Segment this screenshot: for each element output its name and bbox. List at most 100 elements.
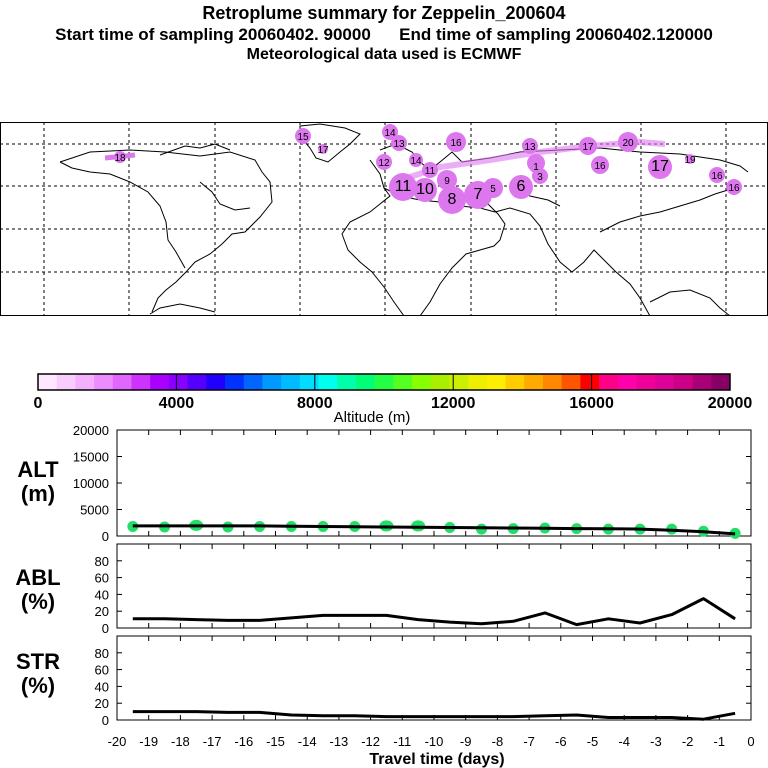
colorbar-cell — [468, 374, 488, 390]
sampling-time-subtitle: Start time of sampling 20060402. 90000 E… — [55, 25, 713, 44]
x-tick-label: -2 — [682, 734, 694, 749]
x-tick-label: -7 — [523, 734, 535, 749]
colorbar-cell — [281, 374, 301, 390]
alt-label-line1: ALT — [17, 457, 59, 482]
colorbar-axis-label: Altitude (m) — [334, 409, 411, 426]
x-tick-label: -9 — [460, 734, 472, 749]
plume-marker — [726, 179, 742, 195]
colorbar-cell — [636, 374, 656, 390]
plume-marker — [685, 154, 695, 164]
plume-marker-label: 11 — [425, 166, 436, 177]
plume-marker-label: 16 — [594, 161, 606, 172]
colorbar-cell — [505, 374, 525, 390]
plume-marker — [413, 178, 437, 202]
colorbar-cell — [524, 374, 544, 390]
plume-marker — [295, 128, 311, 144]
y-tick-label: 20000 — [73, 423, 109, 438]
plume-marker — [648, 155, 672, 179]
abl-panel-frame — [116, 543, 752, 629]
x-tick-label: -17 — [203, 734, 222, 749]
y-tick-label: 20 — [95, 696, 109, 711]
x-axis-label: Travel time (days) — [369, 751, 504, 768]
plume-marker-label: 3 — [537, 172, 543, 183]
plume-marker-label: 14 — [384, 128, 396, 139]
plume-marker-label: 16 — [728, 183, 740, 194]
plume-marker — [114, 151, 126, 163]
plume-marker — [409, 153, 423, 167]
plume-marker-label: 16 — [711, 171, 723, 182]
plume-marker — [483, 178, 503, 198]
plume-marker — [579, 137, 597, 155]
alt-point — [729, 527, 741, 539]
str-label-line2: (%) — [20, 673, 56, 698]
colorbar-cell — [692, 374, 712, 390]
colorbar-cell — [206, 374, 226, 390]
alt-label-line2: (m) — [20, 481, 56, 506]
x-tick-label: -10 — [425, 734, 444, 749]
plume-marker-label: 7 — [474, 186, 483, 203]
colorbar-tick-label: 4000 — [159, 395, 195, 412]
y-tick-label: 20 — [95, 604, 109, 619]
y-tick-label: 80 — [95, 646, 109, 661]
colorbar-cell — [75, 374, 95, 390]
plume-marker — [522, 138, 538, 154]
plume-marker — [446, 132, 466, 152]
colorbar-cell — [56, 374, 76, 390]
y-tick-label: 40 — [95, 587, 109, 602]
plume-marker-label: 9 — [444, 176, 450, 187]
str-panel-label: STR (%) — [8, 650, 68, 698]
y-tick-label: 0 — [102, 713, 109, 728]
plume-marker-label: 11 — [395, 178, 412, 195]
alt-series — [127, 519, 741, 539]
x-tick-label: -12 — [361, 734, 380, 749]
plume-marker-label: 19 — [684, 155, 696, 166]
plume-marker-label: 13 — [524, 142, 536, 153]
plume-marker-label: 1 — [533, 162, 539, 173]
plume-marker — [389, 173, 417, 201]
x-tick-label: -8 — [492, 734, 504, 749]
colorbar-tick-label: 20000 — [708, 395, 753, 412]
plume-marker-label: 8 — [448, 191, 457, 208]
colorbar-cell — [299, 374, 320, 390]
x-tick-label: -6 — [555, 734, 567, 749]
plume-marker-label: 17 — [582, 142, 594, 153]
plume-marker-label: 12 — [378, 158, 390, 169]
colorbar-cell — [112, 374, 133, 390]
colorbar-cell — [599, 374, 619, 390]
colorbar-cell — [262, 374, 282, 390]
y-tick-label: 0 — [102, 529, 109, 544]
x-tick-label: 0 — [747, 734, 754, 749]
colorbar-cell — [187, 374, 207, 390]
colorbar-cell — [617, 374, 637, 390]
colorbar-cell — [225, 374, 245, 390]
plume-marker — [438, 186, 466, 214]
colorbar-cell — [337, 374, 357, 390]
abl-label-line2: (%) — [20, 589, 56, 614]
colorbar-cell — [711, 374, 731, 390]
chart-title: Retroplume summary for Zeppelin_200604 — [202, 3, 566, 23]
abl-panel-label: ABL (%) — [8, 566, 68, 614]
x-axis-ticks: -20 -19 -18 -17 -16 -15 -14 -13 -12 -11 -10 -9 -8 -7-… — [108, 734, 755, 749]
colorbar-cell — [150, 374, 170, 390]
colorbar-tick-label: 8000 — [297, 395, 333, 412]
plume-marker — [591, 156, 609, 174]
y-tick-label: 10000 — [73, 476, 109, 491]
colorbar-cell — [374, 374, 394, 390]
plume-marker — [382, 124, 398, 140]
colorbar-cell — [449, 374, 469, 390]
y-tick-label: 0 — [102, 621, 109, 636]
colorbar-cell — [412, 374, 432, 390]
plume-marker — [318, 144, 328, 154]
colorbar-cell — [542, 374, 563, 390]
plume-marker-label: 14 — [410, 156, 422, 167]
plume-marker-label: 17 — [651, 158, 669, 175]
colorbar-cell — [486, 374, 507, 390]
str-panel-frame — [116, 635, 752, 721]
x-tick-label: -1 — [714, 734, 726, 749]
plume-marker-label: 15 — [297, 132, 309, 143]
plume-marker-label: 13 — [393, 139, 405, 150]
x-tick-label: -15 — [266, 734, 285, 749]
colorbar-cell — [561, 374, 581, 390]
y-tick-label: 5000 — [80, 503, 109, 518]
x-tick-label: -11 — [393, 734, 411, 749]
